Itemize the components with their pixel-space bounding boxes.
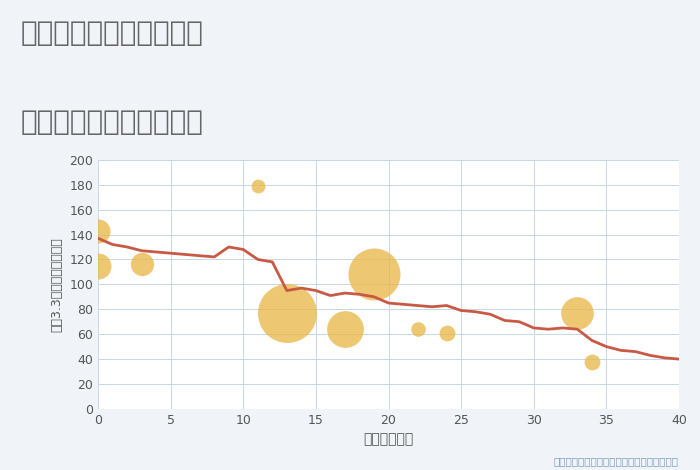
Point [136,261,147,268]
X-axis label: 築年数（年）: 築年数（年） [363,432,414,446]
Text: 築年数別中古戸建て価格: 築年数別中古戸建て価格 [21,108,204,136]
Point [92,227,104,235]
Point [92,262,104,269]
Text: 兵庫県西宮市上田中町の: 兵庫県西宮市上田中町の [21,19,204,47]
Point [587,358,598,365]
Y-axis label: 坪（3.3㎡）単価（万円）: 坪（3.3㎡）単価（万円） [50,237,64,332]
Point [252,182,263,190]
Text: 円の大きさは、取引のあった物件面積を示す: 円の大きさは、取引のあった物件面積を示す [554,456,679,466]
Point [281,309,293,317]
Point [412,325,423,333]
Point [441,329,452,337]
Point [572,309,583,317]
Point [340,325,351,333]
Point [368,271,379,278]
